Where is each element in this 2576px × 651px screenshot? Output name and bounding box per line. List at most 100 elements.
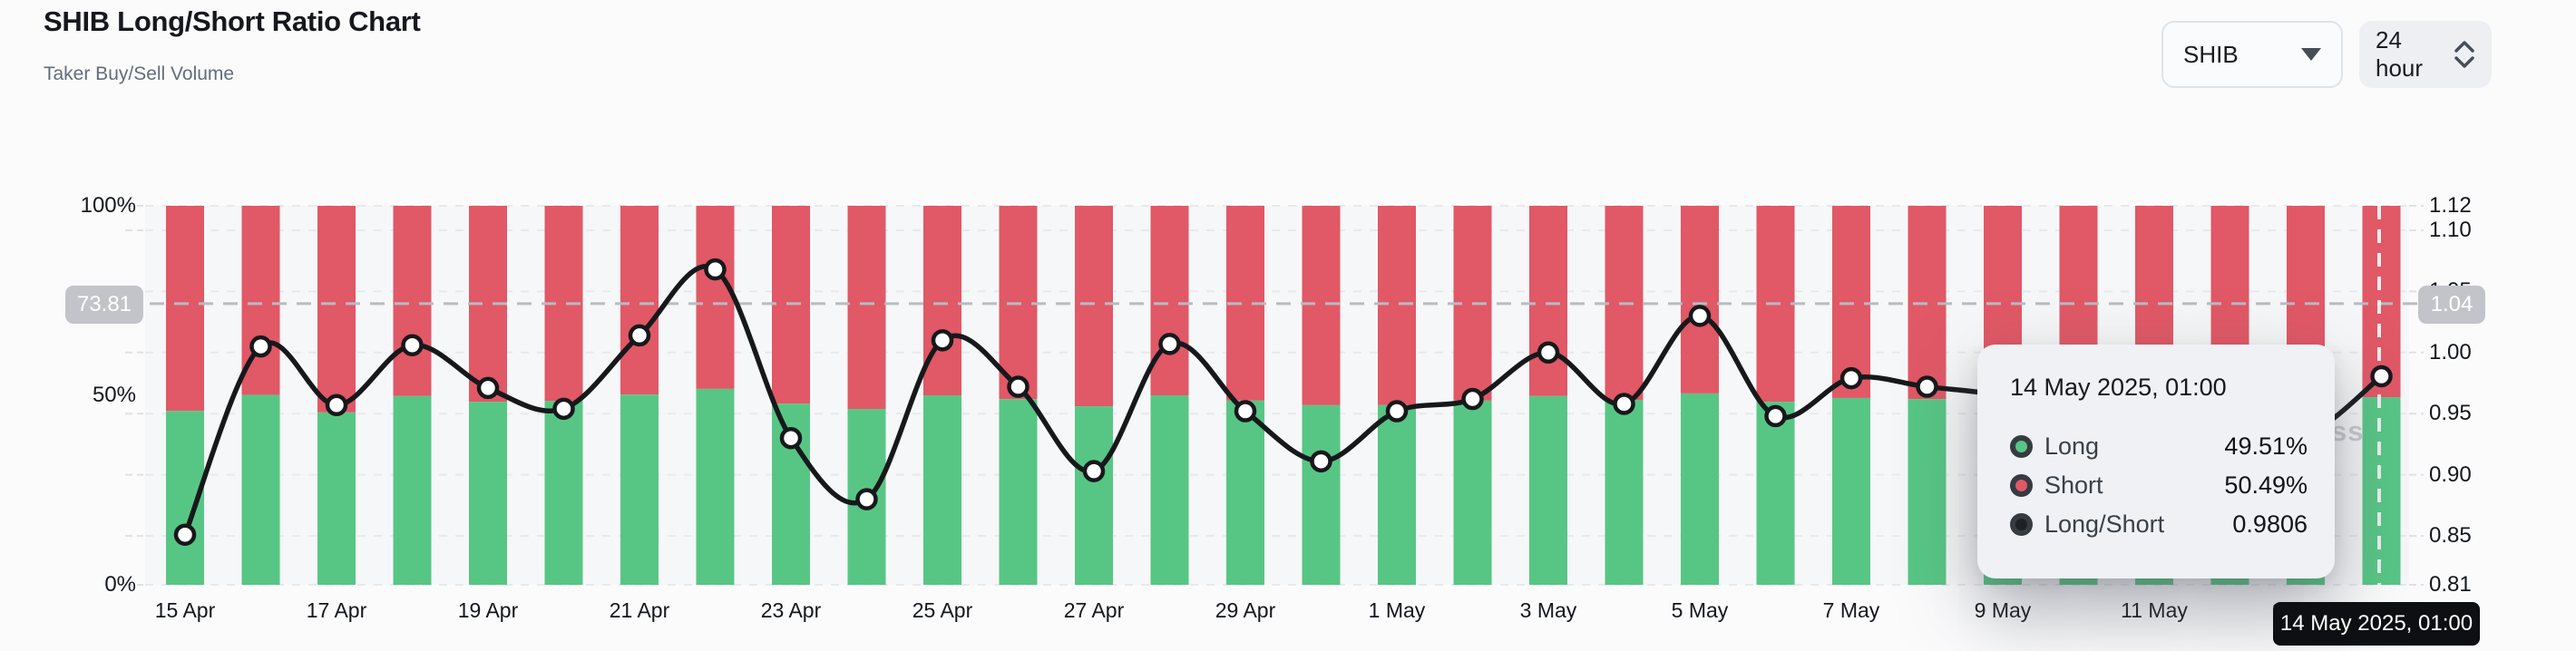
short-bar-segment[interactable] — [393, 206, 432, 396]
line-point[interactable] — [1461, 387, 1484, 411]
long-bar-segment[interactable] — [1075, 406, 1113, 585]
interval-select[interactable]: 24 hour — [2359, 21, 2492, 88]
crosshair-left-value-badge: 73.81 — [65, 286, 143, 324]
x-axis-label: 19 Apr — [457, 598, 519, 622]
long-bar-segment[interactable] — [1832, 397, 1870, 585]
line-point[interactable] — [552, 397, 575, 421]
line-point[interactable] — [2370, 364, 2393, 388]
long-bar-segment[interactable] — [393, 395, 432, 585]
line-point[interactable] — [173, 523, 197, 546]
right-axis-label: 0.90 — [2429, 462, 2472, 487]
tooltip-row-ratio: Long/Short 0.9806 — [2010, 505, 2308, 544]
x-axis-label: 11 May — [2121, 598, 2188, 622]
tooltip-row-value: 50.49% — [2224, 471, 2308, 499]
chart-tooltip: 14 May 2025, 01:00 Long 49.51% Short 50.… — [1977, 345, 2335, 578]
line-point[interactable] — [1688, 305, 1712, 327]
tooltip-date: 14 May 2025, 01:00 — [2010, 374, 2227, 401]
line-point[interactable] — [1082, 460, 1106, 482]
long-bar-segment[interactable] — [1908, 399, 1947, 585]
x-axis-label: 27 Apr — [1063, 598, 1125, 622]
tooltip-row-short: Short 50.49% — [2010, 466, 2308, 505]
page-title: SHIB Long/Short Ratio Chart — [44, 5, 421, 37]
short-bar-segment[interactable] — [1529, 206, 1567, 396]
long-bar-segment[interactable] — [1681, 393, 1719, 585]
line-point[interactable] — [1310, 450, 1332, 473]
tooltip-row-value: 0.9806 — [2232, 510, 2308, 538]
short-bar-segment[interactable] — [1681, 206, 1719, 394]
tooltip-row-long: Long 49.51% — [2010, 427, 2308, 466]
long-bar-segment[interactable] — [1453, 400, 1492, 585]
line-point[interactable] — [1613, 393, 1635, 415]
long-bar-segment[interactable] — [2362, 397, 2401, 585]
right-axis-label: 0.85 — [2429, 523, 2472, 549]
line-point[interactable] — [704, 257, 727, 281]
tooltip-row-label: Long — [2044, 432, 2100, 460]
long-bar-segment[interactable] — [923, 395, 961, 585]
x-axis-label: 7 May — [1822, 598, 1880, 622]
line-point[interactable] — [476, 376, 500, 400]
line-point[interactable] — [249, 335, 272, 358]
x-axis-label: 15 Apr — [154, 598, 216, 622]
x-axis-label: 1 May — [1368, 598, 1426, 622]
line-point[interactable] — [1916, 375, 1938, 398]
ratio-legend-dot-icon — [2010, 513, 2033, 536]
long-bar-segment[interactable] — [544, 401, 583, 585]
short-bar-segment[interactable] — [166, 206, 204, 412]
long-bar-segment[interactable] — [1378, 404, 1416, 585]
x-axis-label: 23 Apr — [760, 598, 822, 622]
line-point[interactable] — [779, 426, 803, 450]
long-bar-segment[interactable] — [999, 399, 1038, 585]
x-axis-label: 5 May — [1671, 598, 1729, 622]
line-point[interactable] — [1537, 341, 1560, 364]
long-legend-dot-icon — [2010, 435, 2033, 458]
x-axis-label: 21 Apr — [609, 598, 670, 622]
long-bar-segment[interactable] — [696, 388, 735, 585]
x-axis-label: 3 May — [1519, 598, 1577, 622]
right-axis-label: 1.00 — [2429, 339, 2472, 364]
line-point[interactable] — [325, 394, 348, 417]
tooltip-row-label: Long/Short — [2044, 510, 2165, 538]
chevron-down-icon — [2301, 48, 2321, 61]
page-subtitle: Taker Buy/Sell Volume — [44, 63, 235, 84]
x-axis-label: 29 Apr — [1215, 598, 1276, 622]
short-bar-segment[interactable] — [696, 206, 735, 389]
x-axis-label: 17 Apr — [306, 598, 367, 622]
long-bar-segment[interactable] — [317, 412, 356, 585]
long-bar-segment[interactable] — [620, 394, 659, 585]
left-axis-label: 0% — [104, 572, 136, 597]
long-bar-segment[interactable] — [1756, 402, 1795, 585]
right-axis-label: 0.81 — [2429, 572, 2472, 597]
line-point[interactable] — [1385, 400, 1409, 423]
line-point[interactable] — [1158, 333, 1181, 355]
line-point[interactable] — [628, 324, 651, 347]
long-bar-segment[interactable] — [1302, 404, 1341, 585]
line-point[interactable] — [401, 334, 424, 356]
long-bar-segment[interactable] — [1150, 395, 1189, 585]
tooltip-row-label: Short — [2044, 471, 2103, 499]
line-point[interactable] — [1764, 404, 1787, 428]
long-bar-segment[interactable] — [1529, 395, 1567, 585]
line-point[interactable] — [1007, 375, 1029, 398]
line-point[interactable] — [1839, 366, 1863, 390]
short-bar-segment[interactable] — [317, 206, 356, 413]
short-bar-segment[interactable] — [847, 206, 886, 410]
right-axis-label: 1.10 — [2429, 217, 2472, 242]
short-bar-segment[interactable] — [923, 206, 961, 395]
long-bar-segment[interactable] — [469, 402, 507, 585]
x-axis-date-tooltip: 14 May 2025, 01:00 — [2273, 602, 2480, 646]
long-bar-segment[interactable] — [1226, 400, 1264, 585]
x-axis-label: 25 Apr — [912, 598, 973, 622]
short-bar-segment[interactable] — [620, 206, 659, 395]
short-bar-segment[interactable] — [1378, 206, 1416, 405]
symbol-select[interactable]: SHIB — [2161, 21, 2343, 88]
line-point[interactable] — [931, 329, 954, 352]
short-bar-segment[interactable] — [1075, 206, 1113, 407]
long-bar-segment[interactable] — [1605, 400, 1644, 585]
short-bar-segment[interactable] — [1150, 206, 1189, 395]
line-point[interactable] — [1234, 400, 1257, 423]
long-bar-segment[interactable] — [241, 394, 280, 585]
line-point[interactable] — [855, 488, 878, 510]
short-bar-segment[interactable] — [1302, 206, 1341, 405]
short-bar-segment[interactable] — [1832, 206, 1870, 398]
